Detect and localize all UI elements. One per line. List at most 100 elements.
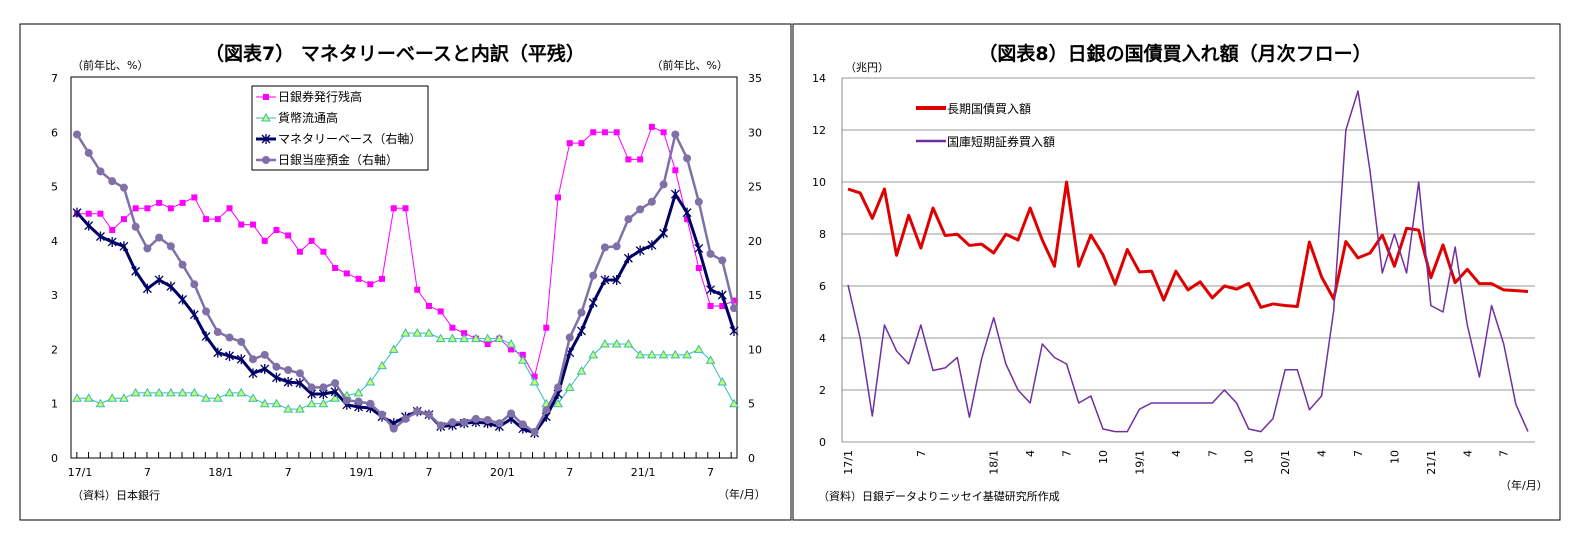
data-point [189, 309, 199, 320]
data-point [178, 260, 187, 269]
series-line [75, 130, 736, 434]
right-y-tick-label: 20 [748, 235, 762, 248]
data-point [624, 215, 633, 224]
data-point [578, 140, 585, 147]
data-point [131, 266, 141, 277]
data-point [130, 387, 141, 397]
left-x-unit: （年/月） [718, 487, 766, 501]
x-tick-label: 20/1 [1279, 450, 1292, 475]
data-point [659, 228, 669, 239]
data-point [248, 393, 258, 402]
data-point [694, 243, 704, 254]
x-tick-label: 4 [1316, 450, 1329, 457]
data-point [97, 210, 104, 217]
right-chart-axis-label: （兆円） [845, 61, 889, 74]
data-point [459, 333, 470, 343]
y-tick-label: 8 [819, 228, 826, 241]
data-point [400, 328, 411, 337]
left-panel-frame [19, 23, 792, 521]
data-point [154, 274, 164, 285]
data-point [659, 180, 668, 189]
data-point [271, 372, 281, 383]
right-panel-frame [792, 23, 1561, 521]
x-tick-label: 18/1 [988, 450, 1001, 475]
data-point [284, 366, 293, 375]
right-y-tick-label: 30 [748, 126, 762, 139]
data-point [108, 177, 117, 186]
y-tick-label: 4 [819, 332, 826, 345]
data-point [611, 338, 622, 348]
data-point [202, 307, 211, 316]
data-point [131, 222, 140, 231]
data-point [273, 227, 280, 233]
data-point [413, 407, 422, 416]
data-point [144, 205, 151, 212]
data-point [189, 387, 200, 397]
data-point [72, 393, 82, 402]
data-point [460, 418, 469, 427]
data-point [201, 331, 211, 342]
data-point [95, 398, 106, 408]
data-point [272, 362, 281, 371]
data-point [623, 253, 633, 264]
data-point [436, 421, 445, 430]
data-point [636, 205, 645, 214]
x-tick-label: 10 [1243, 450, 1256, 464]
data-point [601, 129, 608, 136]
data-point [543, 324, 550, 331]
data-point [331, 379, 340, 388]
legend-marker [261, 134, 271, 144]
x-tick-label: 19/1 [349, 466, 374, 479]
data-point [307, 383, 316, 392]
data-point [119, 241, 129, 252]
left-legend-box [251, 85, 429, 171]
y-tick-label: 14 [812, 72, 826, 85]
right-chart-title: （図表8）日銀の国債買入れ額（月次フロー） [978, 42, 1371, 65]
legend-marker [263, 94, 269, 100]
series-line-0 [847, 180, 1529, 309]
right-x-unit: （年/月） [1500, 478, 1548, 492]
data-point [530, 427, 539, 436]
data-point [212, 393, 223, 402]
y-tick-label: 6 [819, 280, 826, 293]
x-tick-label: 20/1 [490, 466, 515, 479]
data-point [248, 355, 257, 364]
x-tick-label: 10 [1388, 450, 1401, 464]
right-y-tick-label: 25 [748, 181, 762, 194]
data-point [96, 167, 105, 176]
series-0 [74, 123, 737, 380]
left-y-tick-label: 5 [51, 181, 58, 194]
data-point [107, 236, 117, 247]
legend-label: 長期国債買入額 [947, 101, 1031, 116]
x-tick-label: 7 [144, 466, 151, 479]
data-point [553, 398, 563, 408]
x-tick-label: 19/1 [1133, 450, 1146, 475]
data-point [693, 344, 704, 353]
data-point [647, 240, 657, 251]
data-point [238, 221, 245, 228]
data-point [401, 414, 410, 423]
left-y-tick-label: 2 [51, 343, 58, 356]
y-tick-label: 10 [812, 176, 826, 189]
data-point [660, 129, 667, 136]
series-line [75, 190, 736, 435]
data-point [435, 333, 446, 343]
data-point [425, 303, 432, 309]
data-point [167, 205, 174, 212]
data-point [85, 210, 92, 217]
right-y-tick-label: 0 [748, 452, 755, 465]
data-point [461, 330, 468, 337]
data-point [236, 387, 247, 397]
data-point [637, 156, 644, 163]
data-point [73, 130, 81, 139]
data-point [706, 249, 715, 258]
x-tick-label: 7 [1206, 450, 1219, 457]
data-point [84, 220, 94, 231]
data-point [142, 283, 152, 294]
data-point [412, 328, 423, 337]
legend-label: 国庫短期証券買入額 [947, 134, 1055, 149]
data-point [319, 383, 328, 392]
x-tick-label: 17/1 [842, 450, 855, 475]
data-point [577, 308, 586, 317]
data-point [506, 338, 516, 348]
